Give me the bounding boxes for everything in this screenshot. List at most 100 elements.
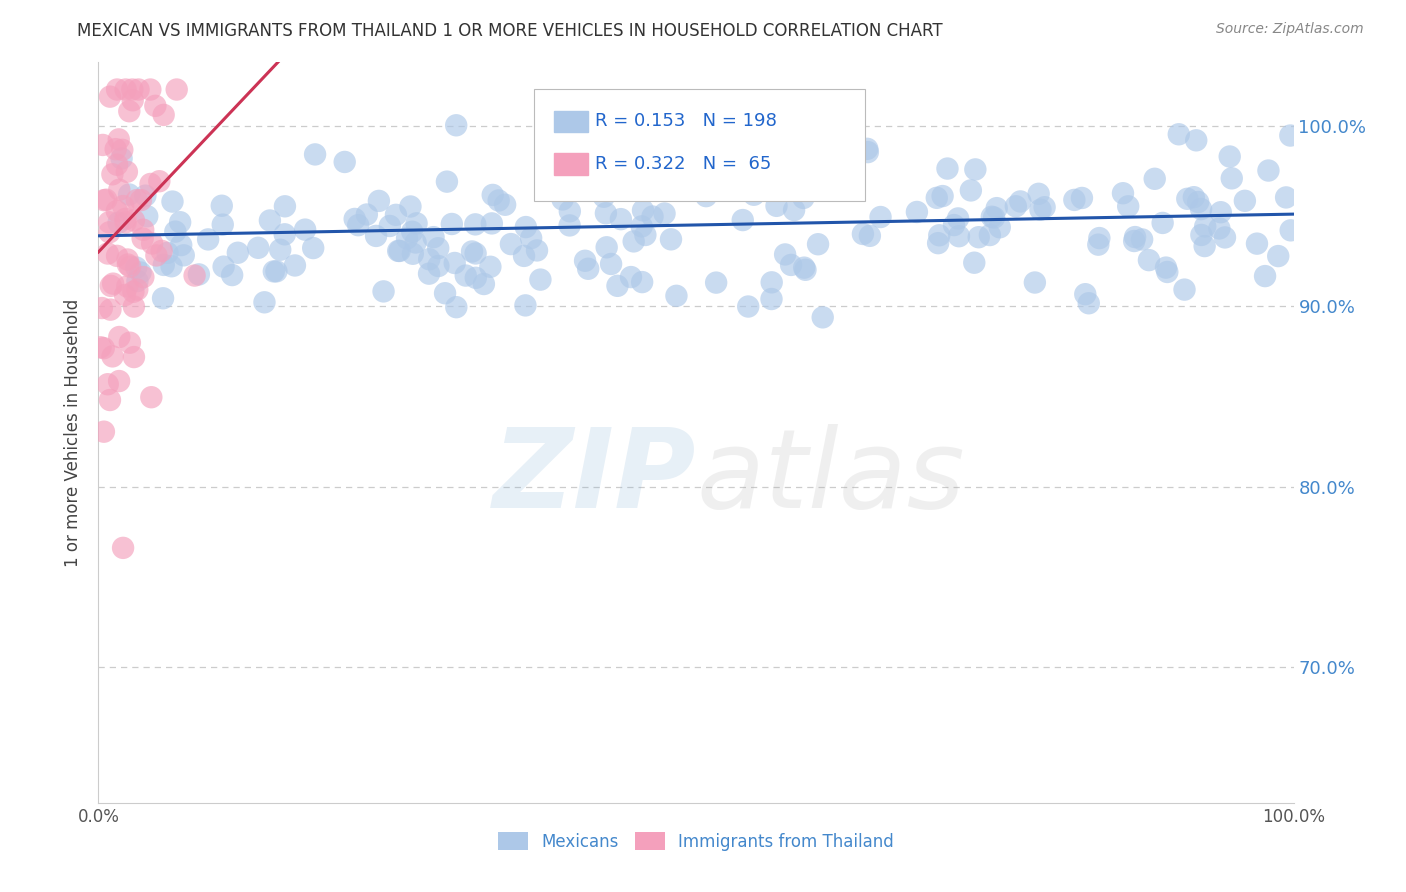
- Point: [141, 390, 163, 404]
- Point: [526, 244, 548, 258]
- Point: [654, 206, 676, 220]
- Point: [948, 229, 970, 244]
- Point: [1137, 253, 1160, 268]
- Point: [1275, 190, 1298, 204]
- Point: [606, 278, 628, 293]
- Point: [127, 283, 149, 297]
- Point: [294, 222, 316, 236]
- Point: [129, 266, 152, 280]
- Point: [481, 216, 503, 230]
- Legend: Mexicans, Immigrants from Thailand: Mexicans, Immigrants from Thailand: [491, 825, 901, 857]
- Point: [967, 230, 990, 244]
- Point: [1219, 149, 1241, 163]
- Point: [595, 206, 617, 220]
- Point: [118, 335, 141, 350]
- Point: [965, 162, 987, 177]
- Point: [1187, 194, 1209, 209]
- Point: [427, 241, 450, 255]
- Point: [160, 259, 183, 273]
- Point: [1189, 227, 1212, 242]
- Point: [418, 252, 440, 267]
- Point: [905, 205, 928, 219]
- Point: [101, 167, 124, 181]
- Point: [1279, 128, 1302, 143]
- Point: [1167, 128, 1189, 142]
- Point: [1033, 200, 1056, 214]
- Point: [792, 191, 814, 205]
- Point: [1010, 194, 1032, 209]
- Point: [114, 211, 136, 226]
- Point: [114, 288, 136, 302]
- Point: [434, 286, 457, 301]
- Point: [464, 218, 486, 232]
- Point: [464, 246, 486, 260]
- Point: [143, 99, 166, 113]
- Point: [156, 245, 179, 260]
- Point: [100, 302, 122, 317]
- Point: [98, 225, 121, 239]
- Point: [943, 218, 966, 232]
- Point: [107, 216, 129, 230]
- Point: [253, 295, 276, 310]
- Point: [927, 236, 949, 251]
- Point: [96, 193, 118, 207]
- Point: [266, 264, 288, 278]
- Text: ZIP: ZIP: [492, 424, 696, 531]
- Point: [108, 183, 131, 197]
- Point: [1279, 223, 1302, 237]
- Point: [108, 330, 131, 344]
- Point: [444, 118, 467, 132]
- Point: [695, 189, 717, 203]
- Point: [343, 211, 366, 226]
- Point: [356, 207, 378, 221]
- Point: [405, 216, 427, 230]
- Point: [152, 291, 174, 305]
- Point: [114, 82, 136, 96]
- Point: [481, 188, 503, 202]
- Point: [97, 246, 120, 260]
- Point: [576, 261, 599, 276]
- Point: [129, 193, 152, 207]
- Point: [111, 143, 134, 157]
- Point: [105, 204, 128, 219]
- Point: [418, 267, 440, 281]
- Point: [125, 260, 148, 275]
- Point: [226, 245, 249, 260]
- Point: [183, 268, 205, 283]
- Point: [765, 199, 787, 213]
- Point: [90, 340, 112, 354]
- Point: [592, 190, 614, 204]
- Point: [101, 350, 124, 364]
- Point: [90, 301, 112, 315]
- Point: [479, 260, 502, 274]
- Point: [97, 377, 120, 392]
- Point: [141, 236, 163, 251]
- Point: [595, 240, 617, 254]
- Point: [1257, 163, 1279, 178]
- Point: [166, 82, 188, 96]
- Point: [936, 161, 959, 176]
- Point: [641, 210, 664, 224]
- Point: [402, 246, 425, 260]
- Point: [93, 341, 115, 355]
- Point: [122, 350, 145, 364]
- Point: [284, 259, 307, 273]
- Point: [780, 258, 803, 272]
- Point: [1028, 186, 1050, 201]
- Point: [631, 203, 654, 218]
- Point: [551, 193, 574, 207]
- Point: [499, 237, 522, 252]
- Point: [139, 177, 162, 191]
- Point: [595, 153, 617, 168]
- Point: [529, 272, 551, 286]
- Point: [454, 268, 477, 283]
- Point: [1173, 283, 1195, 297]
- Point: [396, 231, 419, 245]
- Point: [1063, 193, 1085, 207]
- Point: [91, 137, 114, 152]
- Text: atlas: atlas: [696, 424, 965, 531]
- Point: [1152, 216, 1174, 230]
- Point: [979, 227, 1001, 242]
- Point: [105, 82, 128, 96]
- Point: [620, 270, 643, 285]
